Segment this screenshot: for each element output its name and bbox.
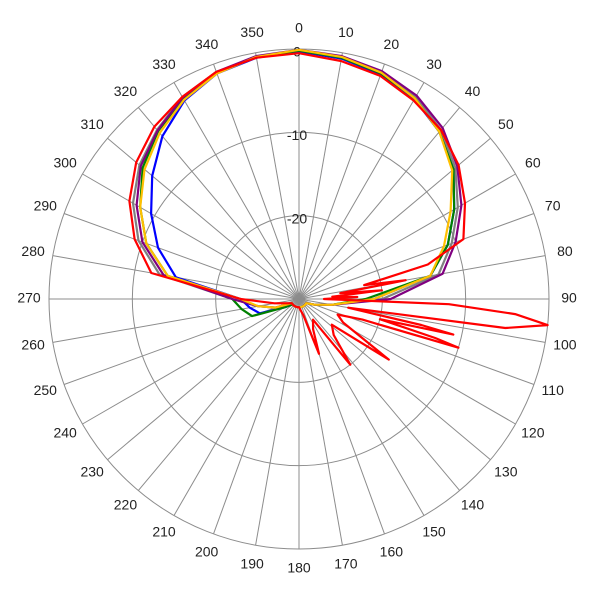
angle-label: 320 (114, 83, 138, 99)
angle-label: 250 (34, 382, 58, 398)
angle-label: 200 (195, 543, 219, 559)
angle-label: 350 (240, 24, 264, 40)
angle-label: 180 (287, 560, 311, 576)
spoke (63, 213, 300, 300)
angle-label: 0 (295, 20, 303, 36)
angle-label: 90 (561, 290, 577, 306)
ring (131, 131, 467, 467)
angle-label: 20 (384, 36, 400, 52)
angle-label: 140 (461, 497, 485, 513)
spoke (255, 52, 300, 300)
spoke (213, 63, 300, 300)
angle-label: 130 (494, 463, 518, 479)
angle-label: 270 (17, 290, 41, 306)
spoke (255, 298, 300, 546)
spoke (298, 63, 385, 300)
series-trace (128, 52, 549, 366)
spoke (298, 173, 516, 300)
r-tick-label: -20 (287, 210, 307, 226)
angle-label: 260 (21, 337, 45, 353)
angle-label: 170 (334, 556, 358, 572)
spoke (137, 107, 300, 300)
spoke (298, 255, 546, 300)
spoke (298, 213, 535, 300)
spoke (213, 298, 300, 535)
spoke (173, 82, 300, 300)
angle-label: 110 (542, 382, 565, 398)
angle-label: 190 (240, 556, 264, 572)
angle-label: 40 (465, 83, 481, 99)
angle-label: 340 (195, 36, 219, 52)
angle-label: 120 (521, 425, 545, 441)
spoke (173, 298, 300, 516)
angle-label: 70 (545, 197, 561, 213)
angle-label: 30 (426, 56, 442, 72)
spoke (298, 52, 343, 300)
angle-label: 210 (152, 524, 176, 540)
angle-label: 50 (498, 116, 514, 132)
angle-label: 290 (34, 197, 58, 213)
spoke (298, 298, 343, 546)
r-tick-label: -10 (287, 127, 307, 143)
spoke (298, 298, 461, 491)
spoke (298, 298, 546, 343)
angle-label: 150 (422, 524, 446, 540)
spoke (137, 298, 300, 491)
angle-label: 80 (557, 243, 573, 259)
angle-label: 100 (553, 337, 577, 353)
spoke (298, 107, 461, 300)
angle-label: 220 (114, 497, 138, 513)
spoke (82, 298, 300, 425)
angle-label: 230 (80, 463, 104, 479)
spoke (107, 298, 300, 461)
angle-label: 310 (80, 116, 104, 132)
angle-label: 10 (338, 24, 354, 40)
spoke (298, 82, 425, 300)
angle-label: 60 (525, 155, 541, 171)
spoke (298, 298, 516, 425)
angle-label: 160 (380, 543, 404, 559)
angle-label: 300 (53, 155, 77, 171)
angle-label: 240 (53, 425, 77, 441)
angle-label: 280 (21, 243, 45, 259)
angle-label: 330 (152, 56, 176, 72)
spoke (298, 298, 425, 516)
spoke (82, 173, 300, 300)
spoke (298, 298, 535, 385)
